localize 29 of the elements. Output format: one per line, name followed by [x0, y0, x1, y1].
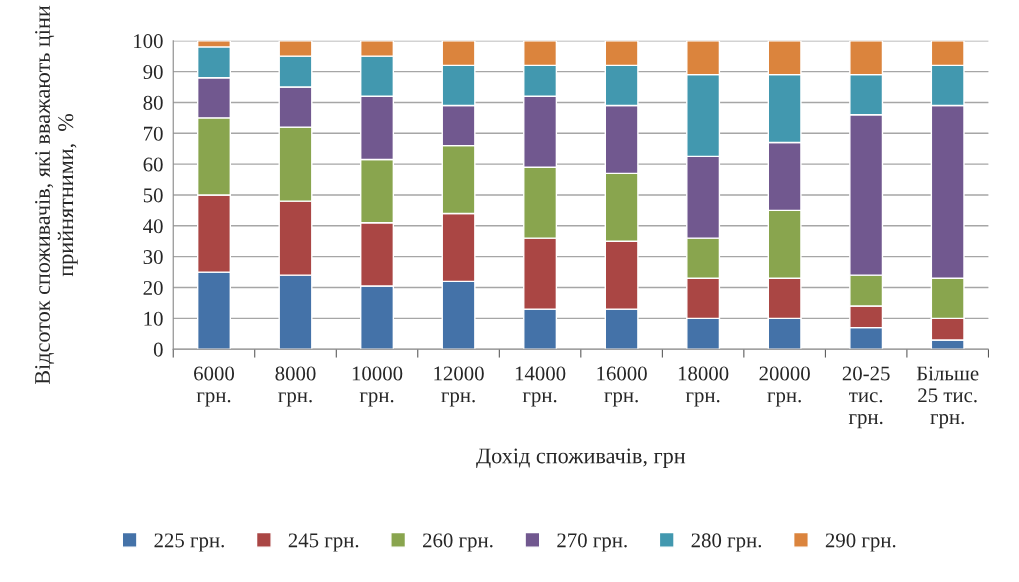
y-tick-label: 30 [143, 250, 163, 265]
y-tick-label: 10 [144, 311, 163, 326]
x-tick-label: 10000 грн. [352, 366, 403, 407]
legend-label: 270 грн. [557, 533, 627, 552]
y-tick-label: 0 [153, 342, 163, 357]
y-tick-label: 80 [143, 95, 163, 110]
y-tick-label: 50 [143, 188, 163, 203]
x-tick-label: Більше 25 тис. грн. [916, 366, 979, 429]
x-tick-label: 20-25 тис. грн. [842, 366, 890, 429]
x-tick-label: 14000 грн. [515, 366, 566, 407]
legend-label: 245 грн. [288, 533, 359, 552]
x-tick-label: 12000 грн. [434, 366, 484, 407]
x-tick-label: 18000 грн. [678, 366, 729, 407]
x-tick-label: 6000 грн. [194, 366, 235, 407]
legend-label: 225 грн. [154, 533, 224, 552]
legend-label: 280 грн. [691, 533, 762, 552]
x-tick-label: 16000 грн. [597, 366, 647, 407]
x-tick-label: 8000 грн. [275, 366, 316, 407]
y-tick-label: 60 [143, 157, 163, 172]
y-tick-label: 90 [143, 64, 163, 80]
y-tick-label: 20 [143, 280, 163, 295]
y-tick-label: 40 [143, 219, 163, 234]
legend-label: 290 грн. [825, 533, 896, 552]
y-tick-label: 70 [144, 126, 163, 141]
y-axis-title: Відсоток споживачів, які вважають ціни прийнятними, % [35, 5, 78, 385]
x-axis-title: Дохід споживачів, грн [476, 448, 686, 468]
legend-label: 260 грн. [423, 533, 493, 552]
x-tick-label: 20000 грн. [759, 366, 810, 407]
y-tick-label: 100 [134, 34, 163, 49]
